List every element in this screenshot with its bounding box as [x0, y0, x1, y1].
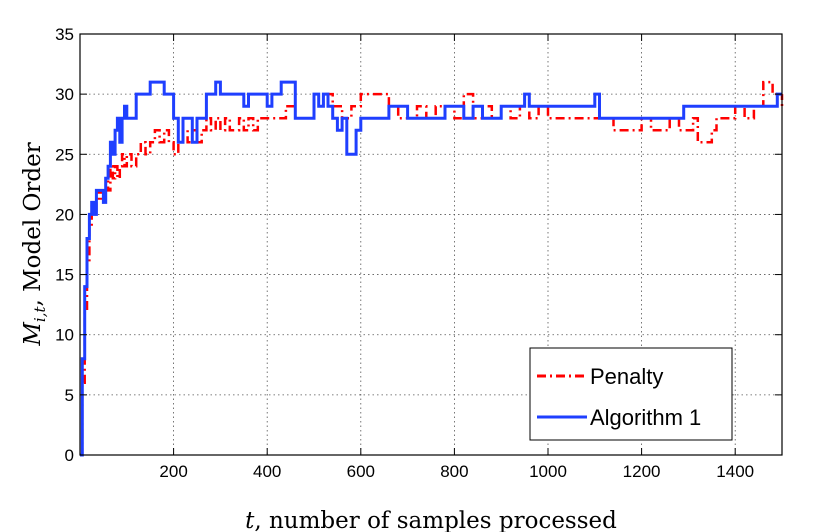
legend-box [529, 347, 733, 441]
x-tick-label: 1400 [716, 462, 754, 481]
y-tick-label: 15 [55, 266, 74, 285]
y-axis-title: Mi,t, Model Order [20, 142, 49, 346]
x-tick-label: 800 [440, 462, 468, 481]
x-tick-label: 400 [253, 462, 281, 481]
x-tick-label: 200 [159, 462, 187, 481]
y-axis-text: , Model Order [20, 142, 46, 306]
y-axis-var: M [20, 321, 46, 347]
y-tick-label: 25 [55, 145, 74, 164]
x-axis-text: , number of samples processed [254, 508, 617, 532]
y-tick-label: 35 [55, 25, 74, 44]
y-tick-label: 0 [65, 446, 74, 465]
y-tick-label: 10 [55, 326, 74, 345]
x-axis-title: t, number of samples processed [245, 508, 617, 532]
x-axis-var: t [245, 508, 255, 532]
x-tick-label: 1000 [529, 462, 567, 481]
series-algorithm-1-line [80, 80, 782, 457]
y-tick-label: 5 [65, 386, 74, 405]
grid-lines [80, 34, 782, 455]
legend: Penalty Algorithm 1 [529, 347, 733, 441]
y-tick-label: 20 [55, 205, 74, 224]
series-penalty-line [80, 80, 784, 457]
legend-algorithm-1-label: Algorithm 1 [590, 405, 701, 430]
y-tick-label: 30 [55, 85, 74, 104]
ticks: 200 400 600 800 1000 1200 1400 0 5 10 15 20 25 30 35 [55, 25, 782, 481]
x-tick-label: 1200 [623, 462, 661, 481]
y-axis-sub: i,t [31, 306, 49, 323]
plot-frame [79, 33, 783, 456]
x-tick-label: 600 [347, 462, 375, 481]
series-layer [80, 80, 784, 457]
legend-penalty-label: Penalty [590, 364, 663, 389]
